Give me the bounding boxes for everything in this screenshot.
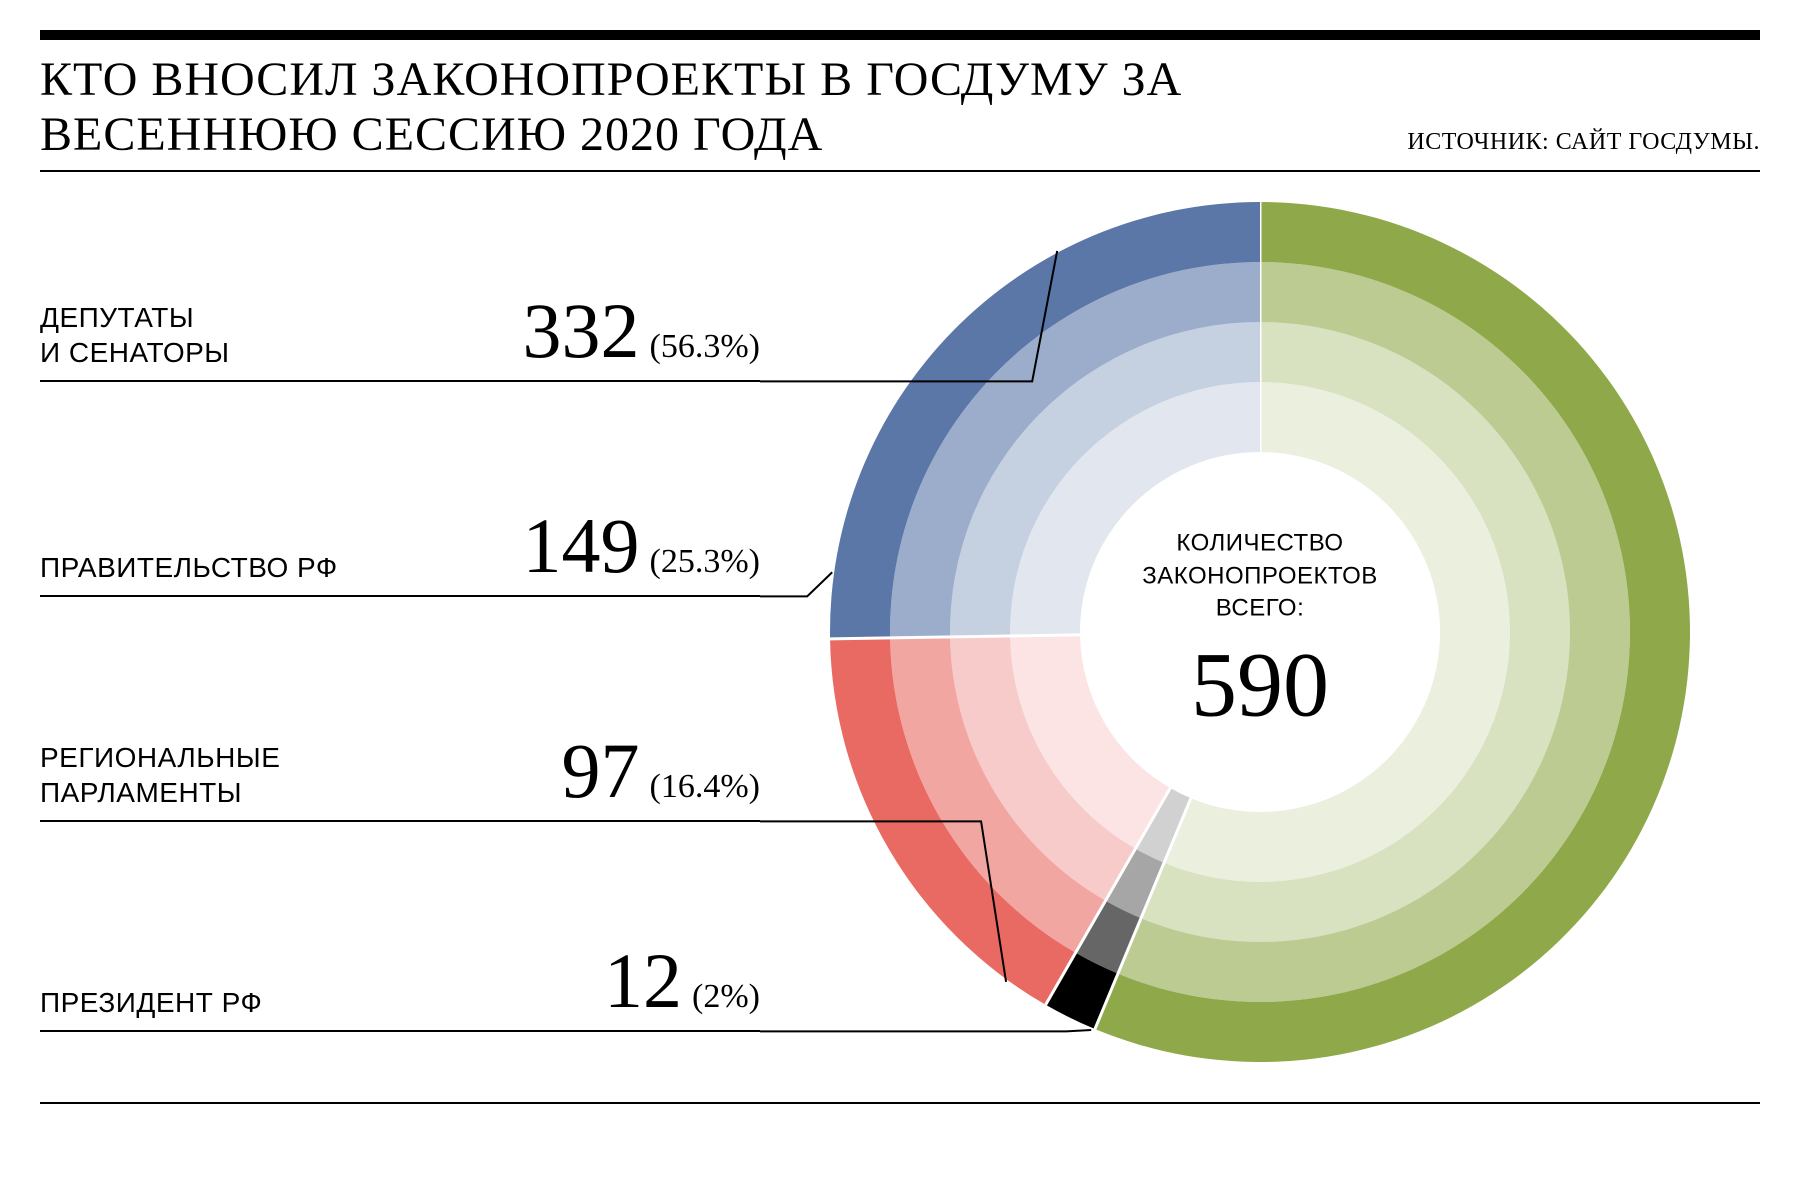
label-number-deputies: 332 (523, 286, 640, 376)
donut-wrap: КОЛИЧЕСТВО ЗАКОНОПРОЕКТОВ ВСЕГО: 590 (820, 192, 1700, 1072)
label-name-president: ПРЕЗИДЕНТ РФ (40, 985, 262, 1026)
label-number-government: 149 (523, 501, 640, 591)
label-name-regional: РЕГИОНАЛЬНЫЕПАРЛАМЕНТЫ (40, 740, 280, 816)
center-caption-2: ЗАКОНОПРОЕКТОВ (1142, 560, 1378, 592)
center-label: КОЛИЧЕСТВО ЗАКОНОПРОЕКТОВ ВСЕГО: 590 (1142, 528, 1378, 737)
label-number-regional: 97 (562, 726, 640, 816)
chart-column: КОЛИЧЕСТВО ЗАКОНОПРОЕКТОВ ВСЕГО: 590 (760, 192, 1760, 1072)
label-value-deputies: 332 (56.3%) (523, 286, 760, 376)
label-pct-government: (25.3%) (650, 543, 760, 581)
content-area: ДЕПУТАТЫИ СЕНАТОРЫ 332 (56.3%) ПРАВИТЕЛЬСТВ… (40, 192, 1760, 1104)
top-rule (40, 30, 1760, 40)
label-government: ПРАВИТЕЛЬСТВО РФ 149 (25.3%) (40, 382, 760, 597)
header: КТО ВНОСИЛ ЗАКОНОПРОЕКТЫ В ГОСДУМУ ЗА ВЕ… (40, 52, 1760, 172)
center-caption-1: КОЛИЧЕСТВО (1142, 528, 1378, 560)
label-value-president: 12 (2%) (604, 936, 760, 1026)
center-total: 590 (1142, 631, 1378, 737)
labels-column: ДЕПУТАТЫИ СЕНАТОРЫ 332 (56.3%) ПРАВИТЕЛЬСТВ… (40, 192, 760, 1072)
label-regional: РЕГИОНАЛЬНЫЕПАРЛАМЕНТЫ 97 (16.4%) (40, 597, 760, 822)
label-value-government: 149 (25.3%) (523, 501, 760, 591)
label-name-government: ПРАВИТЕЛЬСТВО РФ (40, 550, 338, 591)
label-value-regional: 97 (16.4%) (562, 726, 760, 816)
label-pct-deputies: (56.3%) (650, 328, 760, 366)
chart-title: КТО ВНОСИЛ ЗАКОНОПРОЕКТЫ В ГОСДУМУ ЗА ВЕ… (40, 52, 1240, 162)
label-name-deputies: ДЕПУТАТЫИ СЕНАТОРЫ (40, 300, 230, 376)
label-deputies: ДЕПУТАТЫИ СЕНАТОРЫ 332 (56.3%) (40, 192, 760, 382)
label-number-president: 12 (604, 936, 682, 1026)
chart-source: ИСТОЧНИК: САЙТ ГОСДУМЫ. (1407, 129, 1760, 162)
center-caption-3: ВСЕГО: (1142, 593, 1378, 625)
label-pct-regional: (16.4%) (650, 768, 760, 806)
label-president: ПРЕЗИДЕНТ РФ 12 (2%) (40, 822, 760, 1032)
label-pct-president: (2%) (692, 978, 760, 1016)
